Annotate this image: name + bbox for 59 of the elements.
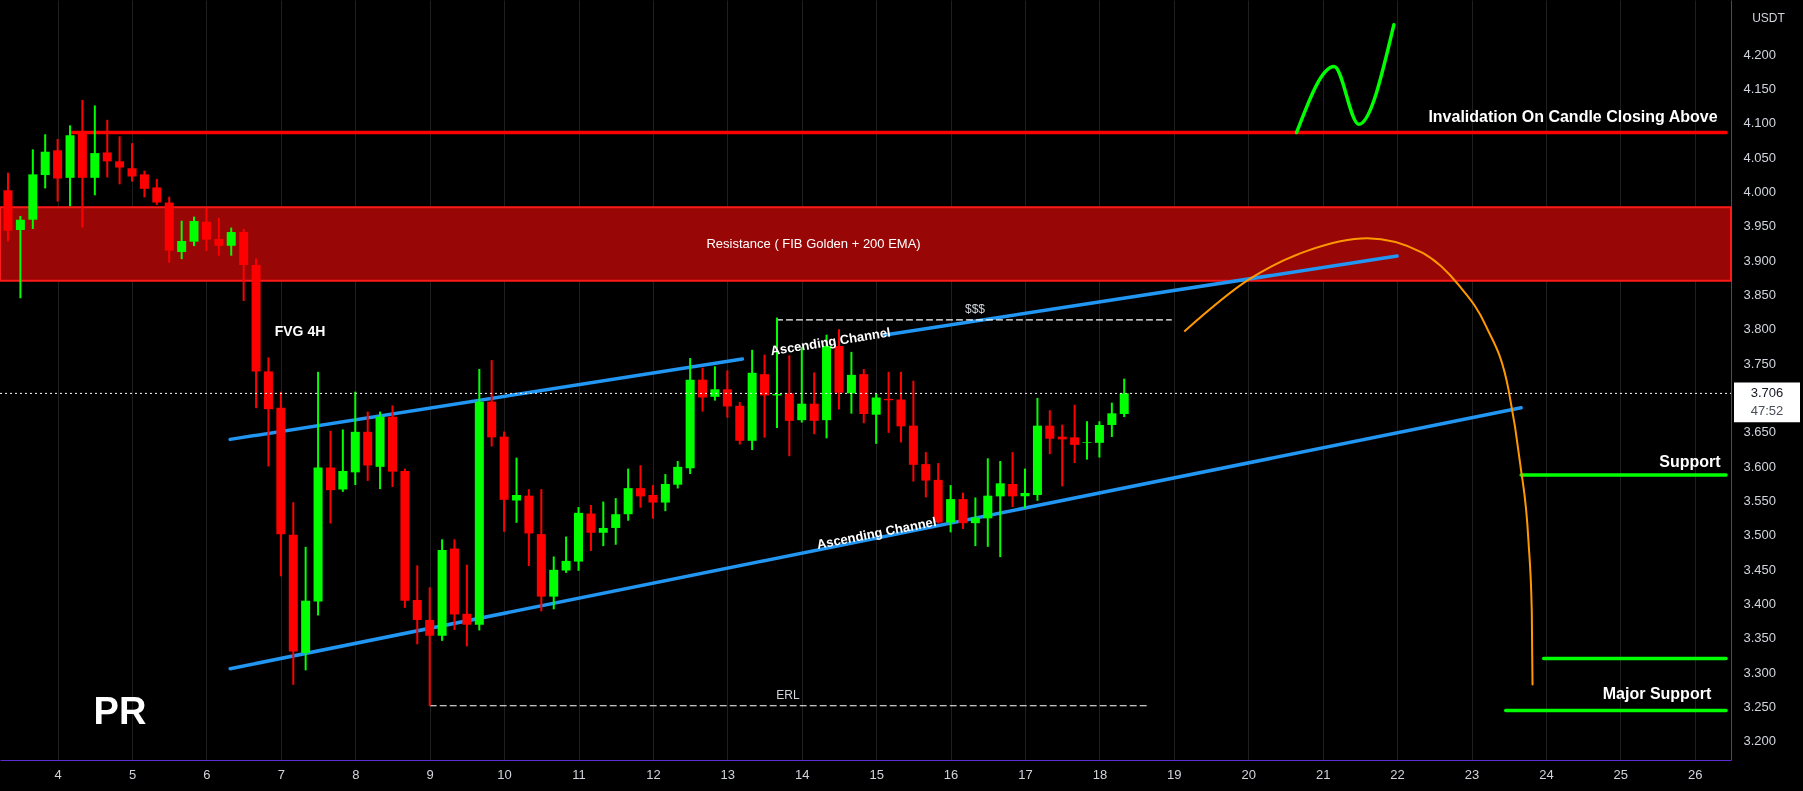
y-tick-label: 3.900	[1743, 252, 1777, 268]
y-axis-title: USDT	[1752, 10, 1786, 25]
y-tick-label: 4.150	[1743, 81, 1777, 97]
y-tick-label: 4.100	[1743, 115, 1777, 131]
x-tick-label: 11	[572, 766, 586, 782]
x-tick-label: 4	[54, 766, 62, 782]
ref-line-label: 3.706	[1750, 385, 1784, 401]
x-tick-label: 6	[203, 766, 211, 782]
x-tick-label: 23	[1464, 766, 1480, 782]
x-tick-label: 10	[497, 766, 512, 782]
y-tick-label: 3.450	[1743, 561, 1777, 577]
x-tick-label: 13	[720, 766, 736, 782]
annotation: Invalidation On Candle Closing Above	[1428, 108, 1718, 125]
y-tick-label: 3.350	[1743, 630, 1777, 646]
annotation: Ascending Channel	[769, 324, 892, 359]
x-tick-label: 19	[1167, 766, 1182, 782]
annotation: Major Support	[1602, 685, 1712, 702]
x-tick-label: 12	[646, 766, 661, 782]
x-tick-label: 15	[869, 766, 884, 782]
x-tick-label: 5	[128, 766, 137, 782]
y-tick-label: 4.200	[1743, 46, 1777, 62]
y-tick-label: 3.250	[1743, 698, 1777, 714]
y-tick-label: 3.850	[1743, 287, 1777, 303]
y-tick-label: 4.000	[1743, 184, 1777, 200]
x-tick-label: 25	[1613, 766, 1629, 782]
band-label: Resistance ( FIB Golden + 200 EMA)	[706, 236, 921, 252]
y-tick-label: 3.500	[1743, 527, 1777, 543]
y-tick-label: 3.600	[1743, 458, 1777, 474]
x-tick-label: 9	[426, 766, 434, 782]
x-tick-label: 21	[1315, 766, 1331, 782]
y-tick-label: 3.550	[1743, 492, 1777, 508]
annotation: PR	[93, 690, 147, 732]
x-tick-label: 20	[1241, 766, 1256, 782]
y-tick-label: 3.800	[1743, 321, 1777, 337]
x-tick-label: 8	[352, 766, 360, 782]
y-tick-label: 3.650	[1743, 424, 1777, 440]
x-tick-label: 26	[1688, 766, 1703, 782]
y-tick-label: 3.400	[1743, 595, 1777, 611]
candlestick	[1082, 421, 1092, 460]
x-tick-label: 14	[795, 766, 810, 782]
annotation: FVG 4H	[274, 323, 326, 339]
y-tick-label: 3.750	[1743, 355, 1777, 371]
y-tick-label: 3.300	[1743, 664, 1777, 680]
text: 47:52	[1750, 403, 1784, 418]
x-tick-label: 24	[1539, 766, 1554, 782]
x-tick-label: 17	[1018, 766, 1033, 782]
x-tick-label: 18	[1092, 766, 1108, 782]
x-tick-label: 22	[1390, 766, 1405, 782]
x-tick-label: 7	[277, 766, 285, 782]
y-tick-label: 4.050	[1743, 149, 1777, 165]
annotation: Ascending Channel	[815, 514, 938, 552]
line-series	[1294, 22, 1396, 135]
y-tick-label: 3.200	[1743, 733, 1777, 749]
line-series	[1183, 237, 1534, 686]
annotation: ERL	[776, 688, 800, 702]
x-tick-label: 16	[943, 766, 959, 782]
annotation: Support	[1659, 453, 1722, 470]
annotation: $$$	[964, 302, 986, 316]
y-tick-label: 3.950	[1743, 218, 1777, 234]
